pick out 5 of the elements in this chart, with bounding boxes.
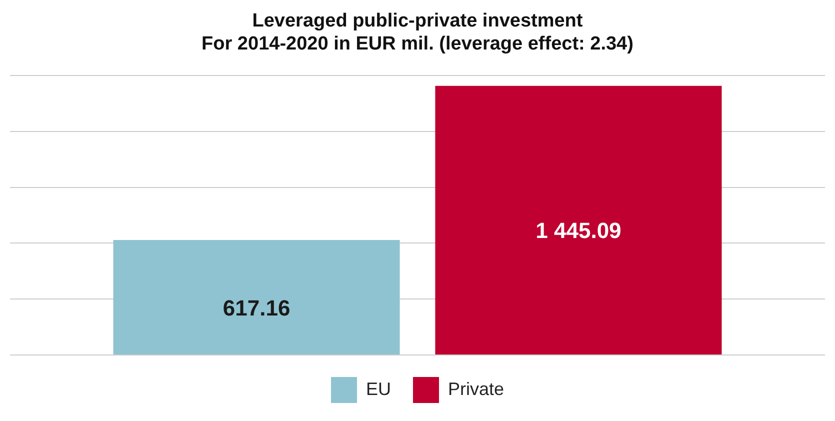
data-label: 617.16 bbox=[222, 295, 290, 320]
legend-label: Private bbox=[448, 378, 504, 399]
chart-title: Leveraged public-private investment For 2014-2020 in EUR mil. (leverage effect: 2.34) bbox=[202, 10, 634, 54]
legend-label: EU bbox=[366, 378, 391, 399]
data-label: 1 445.09 bbox=[536, 218, 622, 244]
